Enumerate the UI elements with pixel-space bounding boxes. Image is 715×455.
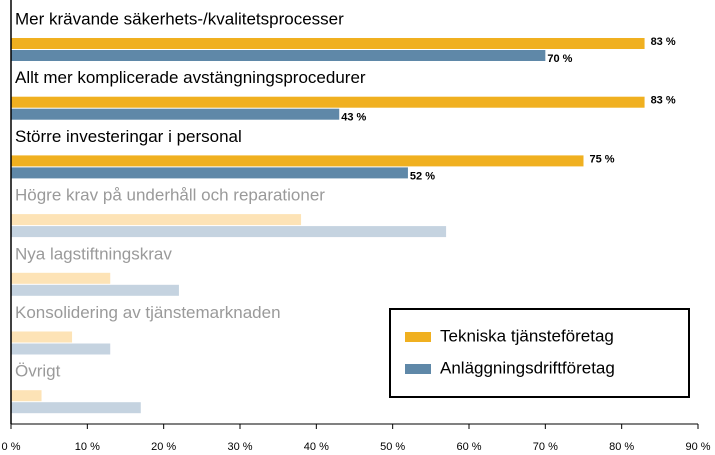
bar (11, 96, 645, 108)
value-label: 70 % (547, 53, 572, 65)
x-tick-label: 20 % (151, 441, 176, 453)
value-label: 52 % (410, 170, 435, 182)
bar (11, 402, 141, 414)
legend-label: Anläggningsdriftföretag (440, 358, 615, 377)
bar (11, 284, 179, 296)
value-label: 83 % (651, 95, 676, 107)
bar (11, 108, 340, 120)
bar (11, 214, 302, 226)
legend-box (389, 308, 690, 398)
x-tick-label: 40 % (304, 441, 329, 453)
legend-swatch (405, 364, 431, 374)
legend-label: Tekniska tjänsteföretag (440, 326, 614, 345)
bar (11, 390, 42, 402)
value-label: 43 % (341, 112, 366, 124)
bar (11, 272, 111, 284)
category-label: Större investeringar i personal (15, 127, 242, 146)
bar (11, 343, 111, 355)
category-label: Mer krävande säkerhets-/kvalitetsprocess… (15, 9, 344, 28)
x-tick-label: 10 % (75, 441, 100, 453)
x-tick-label: 0 % (2, 441, 21, 453)
category-label: Högre krav på underhåll och reparationer (15, 186, 325, 205)
bar (11, 167, 408, 179)
category-label: Allt mer komplicerade avstängningsproced… (15, 68, 366, 87)
bar (11, 50, 546, 61)
x-tick-label: 60 % (456, 441, 481, 453)
category-label: Konsolidering av tjänstemarknaden (15, 303, 281, 322)
x-tick-label: 30 % (227, 441, 252, 453)
bar (11, 155, 584, 167)
x-tick-label: 50 % (380, 441, 405, 453)
category-label: Övrigt (15, 362, 61, 381)
x-tick-label: 80 % (609, 441, 634, 453)
category-label: Nya lagstiftningskrav (15, 244, 172, 263)
value-label: 83 % (651, 36, 676, 48)
bar (11, 38, 645, 49)
bar (11, 226, 447, 238)
value-label: 75 % (590, 153, 615, 165)
bar (11, 331, 73, 343)
x-tick-label: 70 % (533, 441, 558, 453)
x-tick-label: 90 % (685, 441, 710, 453)
legend-swatch (405, 332, 431, 342)
